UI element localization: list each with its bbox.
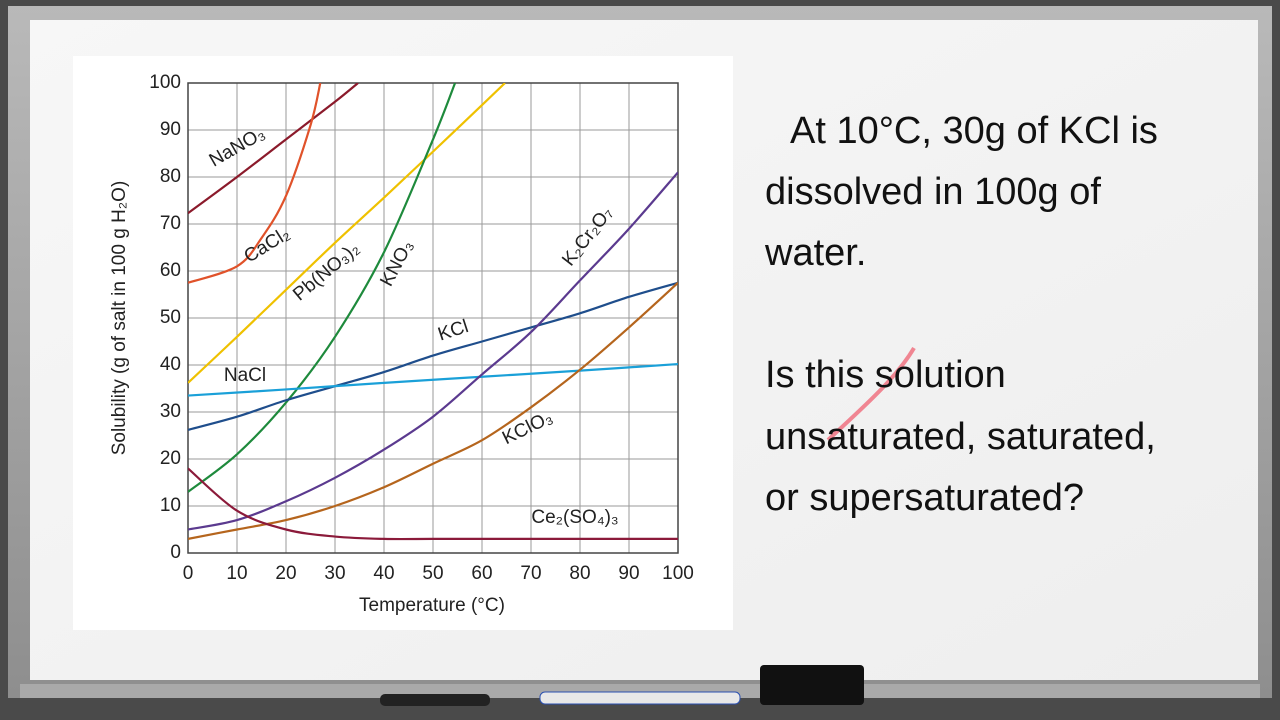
plot-frame: [187, 82, 679, 554]
y-tick-label: 40: [160, 354, 181, 375]
x-tick-label: 50: [422, 563, 443, 584]
x-axis-title: Temperature (°C): [359, 595, 505, 616]
solubility-curve: [188, 83, 359, 215]
x-tick-label: 80: [569, 563, 590, 584]
solubility-curve: [188, 281, 678, 431]
chart-panel: [73, 56, 733, 630]
x-tick-label: 60: [471, 563, 492, 584]
y-tick-label: 60: [160, 260, 181, 281]
y-axis-title: Solubility (g of salt in 100 g H₂O): [109, 181, 130, 456]
x-tick-label: 20: [275, 563, 296, 584]
y-tick-label: 80: [160, 166, 181, 187]
x-tick-label: 10: [226, 563, 247, 584]
marker-tray: [20, 684, 1260, 698]
question-text: At 10°C, 30g of KCl is dissolved in 100g …: [764, 110, 1158, 519]
marker: [380, 694, 490, 706]
y-tick-label: 90: [160, 119, 181, 140]
solubility-curve: [188, 83, 457, 493]
question-line: Is this solution: [765, 354, 1006, 396]
solubility-curve: [188, 281, 678, 540]
question-line: unsaturated, saturated,: [765, 416, 1156, 458]
x-tick-label: 90: [618, 563, 639, 584]
y-tick-label: 10: [160, 495, 181, 516]
solubility-curve: [188, 362, 678, 397]
eraser: [760, 665, 864, 705]
y-tick-label: 100: [149, 72, 181, 93]
question-line: or supersaturated?: [765, 477, 1084, 519]
x-tick-label: 70: [520, 563, 541, 584]
x-tick-label: 0: [183, 563, 194, 584]
marker: [539, 691, 741, 705]
question-line: dissolved in 100g of: [765, 171, 1101, 213]
x-tick-label: 30: [324, 563, 345, 584]
solubility-curve: [188, 83, 322, 284]
solubility-curve: [188, 171, 678, 531]
y-tick-label: 50: [160, 307, 181, 328]
curve-label: Ce₂(SO₄)₃: [531, 507, 618, 528]
x-tick-label: 40: [373, 563, 394, 584]
y-tick-label: 70: [160, 213, 181, 234]
y-tick-label: 30: [160, 401, 181, 422]
curve-label: NaCl: [224, 365, 266, 386]
solubility-curve: [188, 83, 506, 384]
question-line: At 10°C, 30g of KCl is: [790, 110, 1158, 152]
pen-stroke: [826, 346, 916, 442]
x-tick-label: 100: [662, 563, 694, 584]
question-line: water.: [764, 232, 866, 274]
y-tick-label: 0: [170, 542, 181, 563]
solubility-curve: [188, 467, 678, 541]
y-tick-label: 20: [160, 448, 181, 469]
